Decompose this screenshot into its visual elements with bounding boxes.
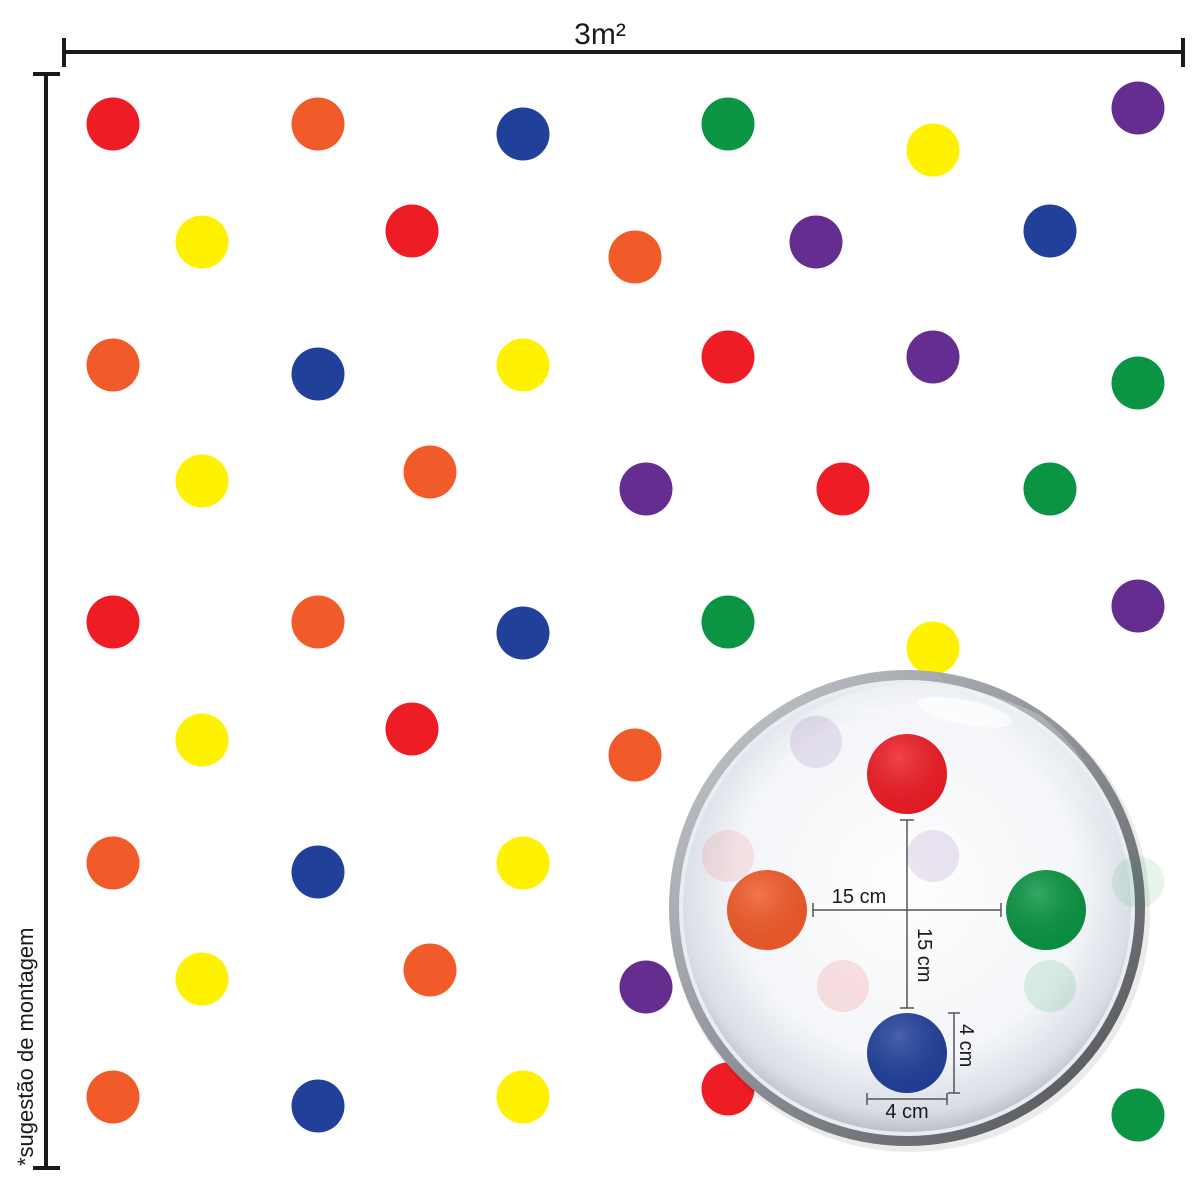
magnified-dot-shade [727, 870, 807, 950]
mounting-suggestion-note: *sugestão de montagem [13, 928, 38, 1167]
red-dot [86, 97, 140, 151]
yellow-dot [175, 454, 229, 508]
magnified-dot-shade [867, 734, 947, 814]
faded-dot [790, 716, 842, 768]
yellow-dot [175, 952, 229, 1006]
green-dot [1023, 462, 1077, 516]
orange-dot [291, 595, 345, 649]
green-dot [701, 97, 755, 151]
purple-dot [619, 960, 673, 1014]
dot-height-measure: 4 cm [948, 1012, 977, 1094]
green-dot [701, 595, 755, 649]
red-dot [385, 702, 439, 756]
height-dimension: *sugestão de montagem [13, 72, 60, 1170]
magnifier: 15 cm 15 cm 4 cm 4 cm [669, 670, 1164, 1152]
faded-dot [817, 960, 869, 1012]
width-dimension: 3m² [62, 18, 1185, 67]
blue-dot [1023, 204, 1077, 258]
vertical-spacing-label: 15 cm [913, 928, 935, 982]
horizontal-spacing-label: 15 cm [832, 886, 886, 908]
width-label: 3m² [574, 18, 626, 51]
lens-shine [800, 683, 1130, 880]
faded-dot [1024, 960, 1076, 1012]
orange-dot [86, 338, 140, 392]
orange-dot [291, 97, 345, 151]
orange-dot [403, 445, 457, 499]
lens-glare [917, 696, 1013, 728]
magnified-dot-shade [867, 1013, 947, 1093]
orange-dot [608, 230, 662, 284]
vertical-spacing-measure: 15 cm [900, 819, 935, 1009]
purple-dot [906, 330, 960, 384]
orange-dot [403, 943, 457, 997]
yellow-dot [175, 713, 229, 767]
green-dot [1111, 356, 1165, 410]
magnified-dot-shade [1006, 870, 1086, 950]
faded-dot [1112, 856, 1164, 908]
dot-width-measure: 4 cm [866, 1093, 948, 1123]
dot-width-label: 4 cm [885, 1101, 928, 1123]
dot-pattern [86, 81, 1165, 1142]
yellow-dot [496, 836, 550, 890]
red-dot [701, 330, 755, 384]
faded-dot [907, 830, 959, 882]
faded-dot [702, 830, 754, 882]
blue-dot [291, 845, 345, 899]
yellow-dot [906, 621, 960, 675]
blue-dot [496, 606, 550, 660]
dot-height-label: 4 cm [955, 1024, 977, 1067]
blue-dot [291, 347, 345, 401]
purple-dot [1111, 579, 1165, 633]
orange-dot [86, 1070, 140, 1124]
red-dot [385, 204, 439, 258]
red-dot [816, 462, 870, 516]
orange-dot [86, 836, 140, 890]
blue-dot [496, 107, 550, 161]
purple-dot [1111, 81, 1165, 135]
yellow-dot [175, 215, 229, 269]
purple-dot [619, 462, 673, 516]
green-dot [1111, 1088, 1165, 1142]
yellow-dot [906, 123, 960, 177]
yellow-dot [496, 1070, 550, 1124]
yellow-dot [496, 338, 550, 392]
blue-dot [291, 1079, 345, 1133]
red-dot [86, 595, 140, 649]
orange-dot [608, 728, 662, 782]
purple-dot [789, 215, 843, 269]
